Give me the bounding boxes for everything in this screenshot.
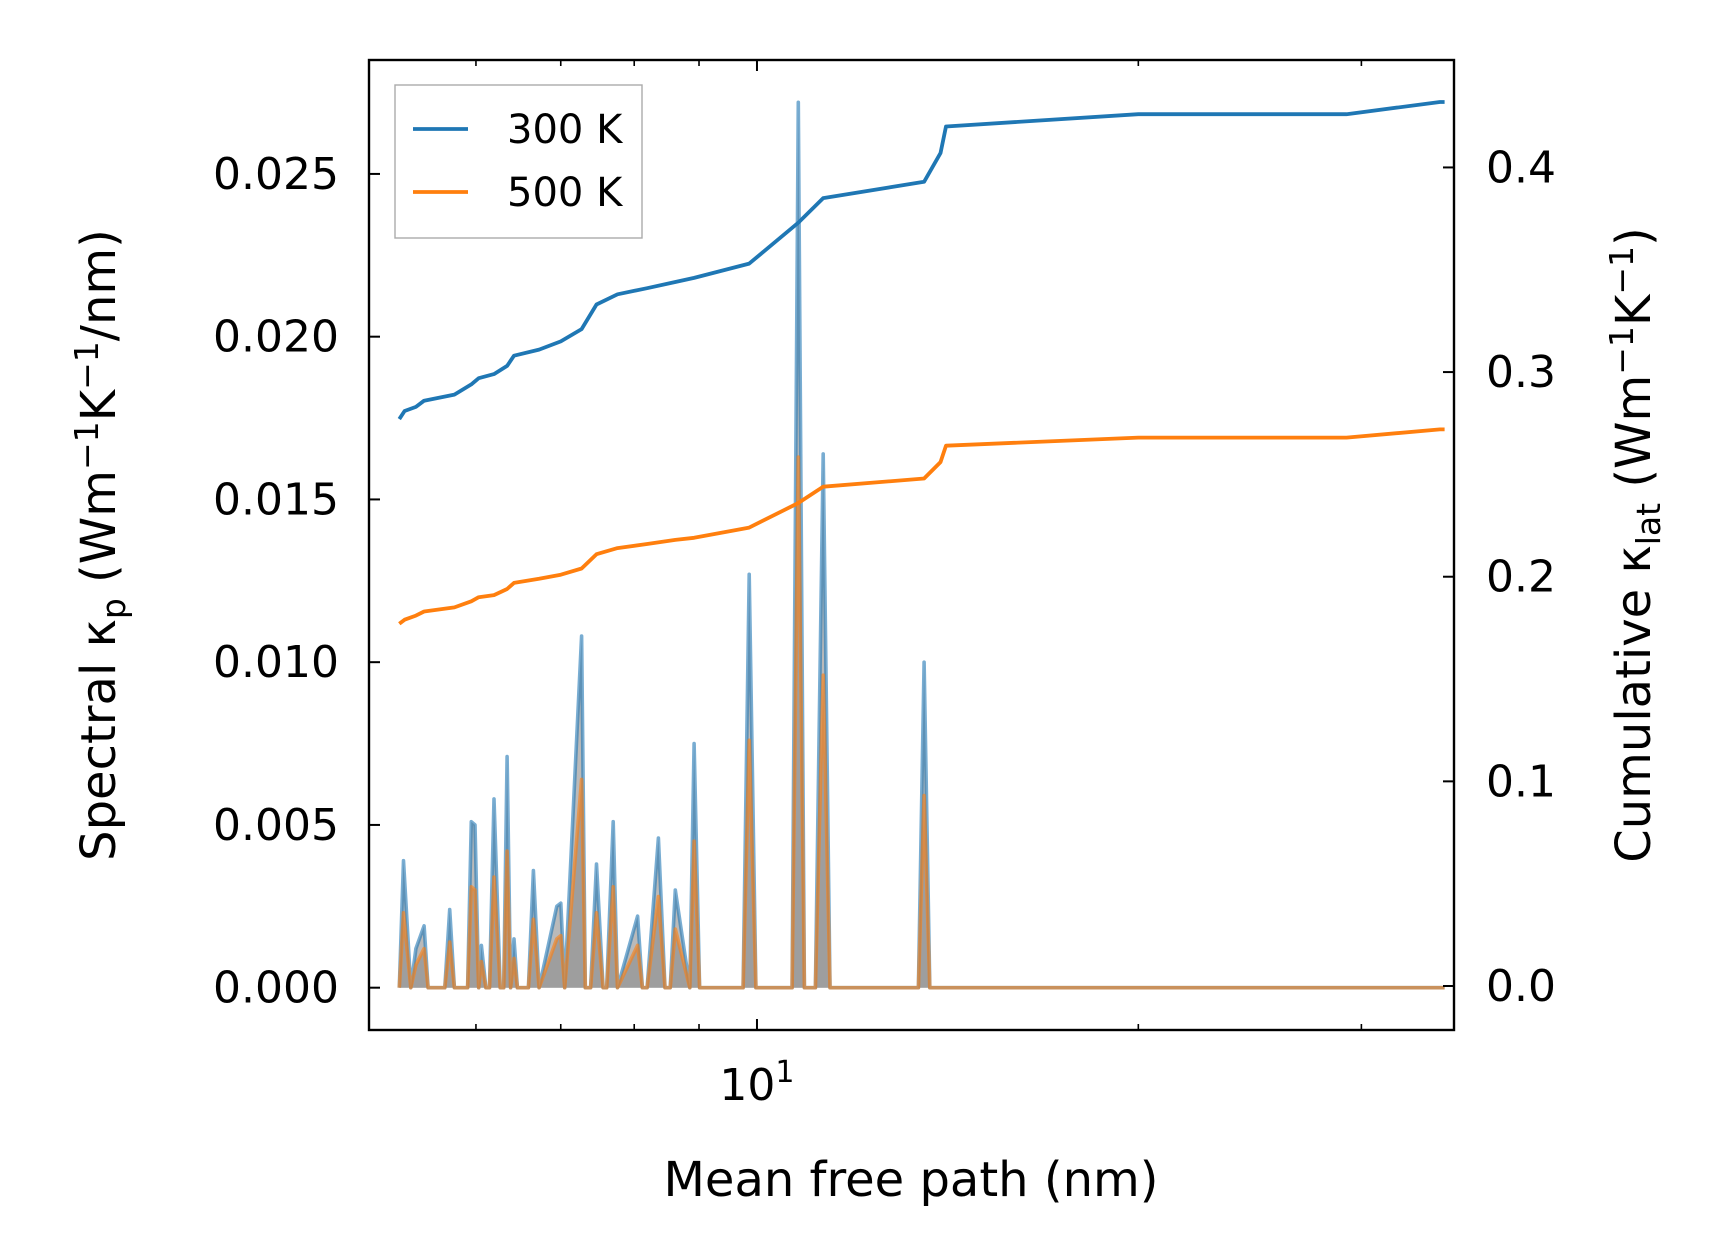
legend-label-300k: 300 K xyxy=(507,107,624,153)
y-right-label-sup2: −1 xyxy=(1602,246,1641,295)
y-right-label-main: Cumulative κ xyxy=(1606,545,1662,863)
spectral-line-500k xyxy=(397,455,1445,990)
y-right-label-close: ) xyxy=(1606,227,1662,246)
y-right-label-mid: K xyxy=(1606,293,1662,326)
y-left-tick-label: 0.025 xyxy=(213,149,339,200)
y-right-tick-label: 0.1 xyxy=(1486,756,1556,807)
legend-frame xyxy=(394,84,643,239)
plot-area xyxy=(397,100,1445,990)
y-left-label-sup2: −1 xyxy=(67,341,106,390)
x-tick-label: 101 xyxy=(719,1055,794,1111)
legend: 300 K 500 K xyxy=(394,84,643,239)
y-left-tick-label: 0.000 xyxy=(213,963,339,1014)
y-left-tick-label: 0.020 xyxy=(213,312,339,363)
y-right-tick-label: 0.0 xyxy=(1486,961,1556,1012)
y-left-label-sup1: −1 xyxy=(67,421,106,470)
y-left-label-unit: (Wm xyxy=(71,470,127,598)
y-left-label-close: /nm) xyxy=(71,229,127,341)
y-right-tick-label: 0.2 xyxy=(1486,552,1556,603)
y-axis-label-right: Cumulative κlat (Wm−1K−1) xyxy=(1602,227,1668,863)
y-right-label-sup1: −1 xyxy=(1602,326,1641,375)
y-axis-label-left: Spectral κp (Wm−1K−1/nm) xyxy=(67,229,133,861)
y-right-tick-label: 0.3 xyxy=(1486,347,1556,398)
axis-ticks: 0.000 0.005 0.010 0.015 0.020 0.025 0.0 0.1 0.2 0… xyxy=(213,60,1556,1111)
y-left-label-sub: p xyxy=(94,598,133,619)
y-left-tick-label: 0.015 xyxy=(213,474,339,525)
y-left-label-mid: K xyxy=(71,388,127,421)
y-right-label-sub: lat xyxy=(1629,503,1668,545)
y-right-label-unit: (Wm xyxy=(1606,375,1662,503)
y-left-tick-label: 0.010 xyxy=(213,637,339,688)
cumulative-line-500k xyxy=(398,427,1445,626)
legend-label-500k: 500 K xyxy=(507,170,624,216)
y-left-label-main: Spectral κ xyxy=(71,619,127,861)
cumulative-line-300k xyxy=(397,100,1445,421)
y-right-tick-label: 0.4 xyxy=(1486,142,1556,193)
y-left-tick-label: 0.005 xyxy=(213,800,339,851)
x-axis-label: Mean free path (nm) xyxy=(664,1152,1159,1208)
axes-frame xyxy=(367,58,1456,1032)
